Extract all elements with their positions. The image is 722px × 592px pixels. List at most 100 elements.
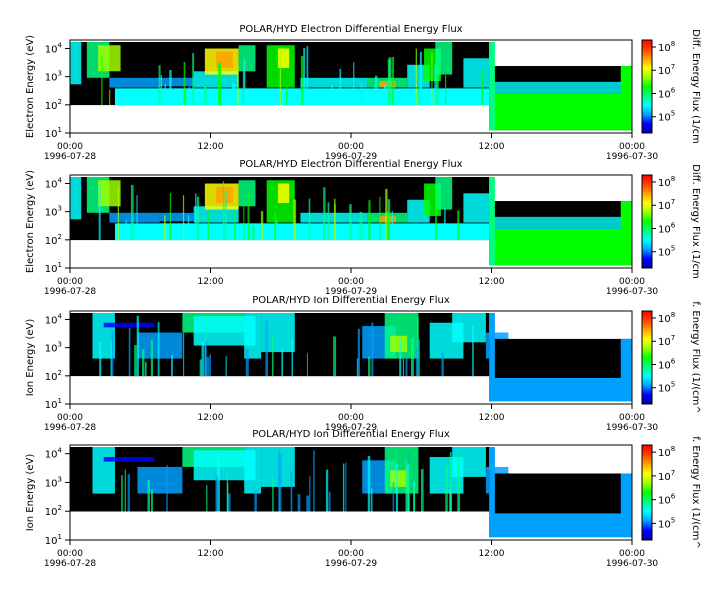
colorbar-tick-label-base: 10 (658, 472, 671, 483)
flux-streak (415, 48, 417, 106)
x-date-label: 1996-07-29 (325, 423, 378, 433)
flux-streak (125, 220, 127, 241)
x-date-label: 1996-07-29 (325, 152, 378, 162)
x-date-label: 1996-07-28 (44, 152, 97, 162)
flux-streak (233, 84, 237, 106)
edge-spike (489, 42, 495, 131)
flux-streak (395, 463, 399, 512)
colorbar-tick-label-exponent: 8 (671, 40, 675, 48)
flux-streak (407, 471, 410, 512)
flux-streak (413, 486, 416, 512)
flux-streak (306, 495, 310, 512)
flux-streak (188, 86, 191, 106)
flux-streak (441, 352, 444, 377)
y-axis-label: Ion Energy (eV) (25, 319, 36, 397)
colorbar-tick-label-base: 10 (658, 248, 671, 259)
x-tick-label: 00:00 (338, 142, 364, 152)
colorbar-tick-label-base: 10 (658, 448, 671, 459)
flux-region (238, 180, 256, 207)
flux-streak (472, 326, 474, 377)
y-tick-label-base: 10 (45, 372, 58, 383)
flux-streak (399, 338, 402, 377)
flux-streak (158, 65, 161, 106)
flux-region (98, 180, 121, 207)
flux-streak (457, 456, 461, 512)
flux-region (103, 322, 155, 328)
flux-streak (101, 55, 103, 106)
flux-streak (385, 188, 388, 241)
flux-streak (164, 84, 167, 106)
x-tick-label: 00:00 (57, 142, 83, 152)
flux-streak (297, 494, 301, 512)
colorbar (641, 444, 653, 541)
flux-streak (254, 490, 257, 512)
panel-title: POLAR/HYD Electron Differential Energy F… (239, 24, 462, 35)
flux-streak (234, 210, 236, 241)
x-tick-label: 00:00 (57, 549, 83, 559)
flux-region (463, 58, 492, 88)
flux-streak (242, 66, 245, 106)
flux-streak (187, 215, 190, 241)
colorbar-label: Diff. Energy Flux (1/cm (690, 29, 701, 144)
flux-region (452, 313, 486, 343)
y-tick-label-base: 10 (45, 264, 58, 275)
flux-streak (206, 485, 208, 512)
x-tick-label: 12:00 (479, 142, 505, 152)
flux-streak (368, 200, 371, 241)
colorbar-tick-label-exponent: 8 (671, 445, 675, 453)
y-tick-label-exponent: 4 (58, 447, 63, 455)
flux-streak (243, 59, 246, 106)
flux-streak (117, 185, 120, 241)
y-tick-label: 102 (45, 98, 62, 112)
flux-streak (274, 212, 277, 241)
flux-streak (136, 315, 139, 377)
y-tick-label-base: 10 (45, 179, 58, 190)
flux-streak (160, 75, 163, 106)
y-tick-label-exponent: 4 (58, 312, 63, 320)
colorbar-tick-label-exponent: 6 (671, 493, 676, 501)
y-tick-label: 101 (45, 261, 62, 275)
x-tick-label: 12:00 (479, 277, 505, 287)
colorbar-tick-label: 105 (658, 110, 675, 124)
flux-streak (420, 469, 424, 512)
flux-streak (231, 82, 234, 106)
y-tick-label-exponent: 3 (58, 475, 62, 483)
y-tick-label-exponent: 3 (58, 205, 62, 213)
flux-region (244, 447, 262, 494)
low-energy-band (114, 223, 490, 241)
flux-streak (124, 469, 126, 512)
flux-streak (306, 46, 309, 106)
colorbar-tick-label-exponent: 7 (671, 469, 675, 477)
flux-streak (245, 349, 249, 377)
flux-streak (98, 185, 101, 241)
y-tick-label: 101 (45, 126, 62, 140)
flux-streak (374, 75, 378, 106)
flux-streak (309, 475, 311, 512)
colorbar-tick-label-base: 10 (658, 66, 671, 77)
y-tick-label-exponent: 3 (58, 341, 62, 349)
y-tick-label-base: 10 (45, 478, 58, 489)
flux-streak (150, 339, 153, 377)
x-date-label: 1996-07-29 (325, 287, 378, 297)
colorbar-tick-label-exponent: 8 (671, 311, 675, 319)
late-band (489, 377, 632, 402)
y-tick-label: 103 (45, 341, 62, 355)
flux-streak (290, 471, 293, 512)
flux-streak (371, 322, 374, 377)
flux-streak (313, 450, 315, 512)
flux-streak (445, 465, 448, 512)
edge-spike (489, 177, 495, 266)
y-tick-label: 102 (45, 504, 62, 518)
colorbar-tick-label-exponent: 7 (671, 198, 675, 206)
colorbar-tick-label: 107 (658, 469, 675, 483)
flux-region (193, 206, 239, 223)
flux-streak (342, 463, 345, 512)
flux-region (238, 45, 256, 72)
colorbar-tick-label-base: 10 (658, 113, 671, 124)
flux-streak (157, 322, 160, 377)
colorbar-tick-label-base: 10 (658, 201, 671, 212)
x-tick-label: 00:00 (619, 277, 645, 287)
flux-streak (449, 452, 452, 512)
colorbar-label: f. Energy Flux (1/(cm^ (690, 436, 701, 548)
flux-region (390, 335, 408, 353)
